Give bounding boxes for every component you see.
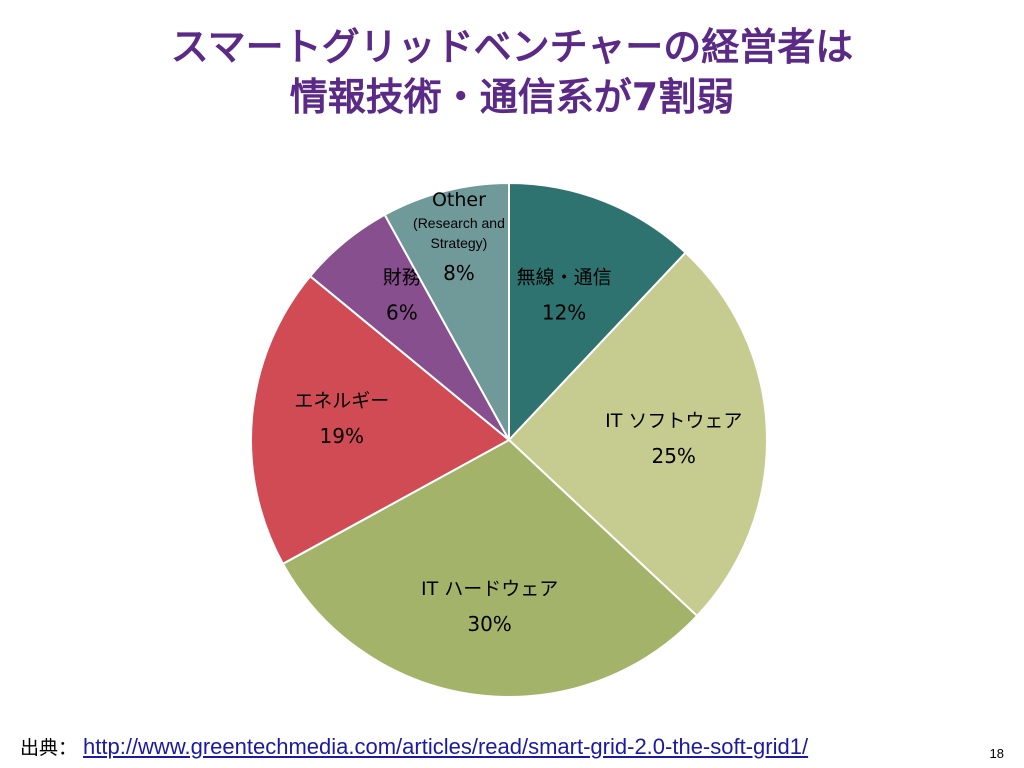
title-line-2: 情報技術・通信系が7割弱 — [289, 75, 735, 119]
page-number: 18 — [989, 746, 1004, 761]
slice-name: Other — [432, 189, 486, 211]
slice-label-group: 無線・通信 12% — [517, 266, 612, 324]
slice-name: エネルギー — [294, 390, 389, 412]
slice-percent: 25% — [651, 444, 695, 468]
slice-percent: 19% — [320, 424, 364, 448]
slide-title: スマートグリッドベンチャーの経営者は 情報技術・通信系が7割弱 — [0, 22, 1024, 122]
pie-slice — [250, 274, 511, 566]
slice-label-group: 財務 6% — [383, 266, 421, 324]
slice-name: IT ハードウェア — [421, 578, 558, 600]
source-link[interactable]: http://www.greentechmedia.com/articles/r… — [83, 734, 809, 759]
source-citation: 出典： http://www.greentechmedia.com/article… — [20, 733, 808, 760]
slice-percent: 6% — [386, 300, 418, 324]
slice-sublabel: Strategy) — [431, 235, 488, 251]
slice-sublabel: (Research and — [413, 215, 505, 231]
slice-name: 財務 — [383, 266, 421, 288]
slice-percent: 8% — [443, 261, 475, 285]
slice-label-group: IT ソフトウェア 25% — [605, 410, 742, 468]
source-label: 出典： — [20, 737, 78, 759]
slice-percent: 30% — [467, 612, 511, 636]
slice-percent: 12% — [542, 300, 586, 324]
slice-label-group: Other (Research and Strategy) 8% — [413, 189, 505, 285]
slice-label-group: IT ハードウェア 30% — [421, 578, 558, 636]
slice-name: 無線・通信 — [517, 266, 612, 288]
slice-label-group: エネルギー 19% — [294, 390, 389, 448]
pie-slice — [508, 181, 688, 443]
pie-slice — [507, 251, 768, 618]
slice-name: IT ソフトウェア — [605, 410, 742, 432]
pie-slice — [383, 181, 510, 441]
title-line-1: スマートグリッドベンチャーの経営者は — [170, 25, 854, 69]
pie-slice — [281, 438, 699, 698]
